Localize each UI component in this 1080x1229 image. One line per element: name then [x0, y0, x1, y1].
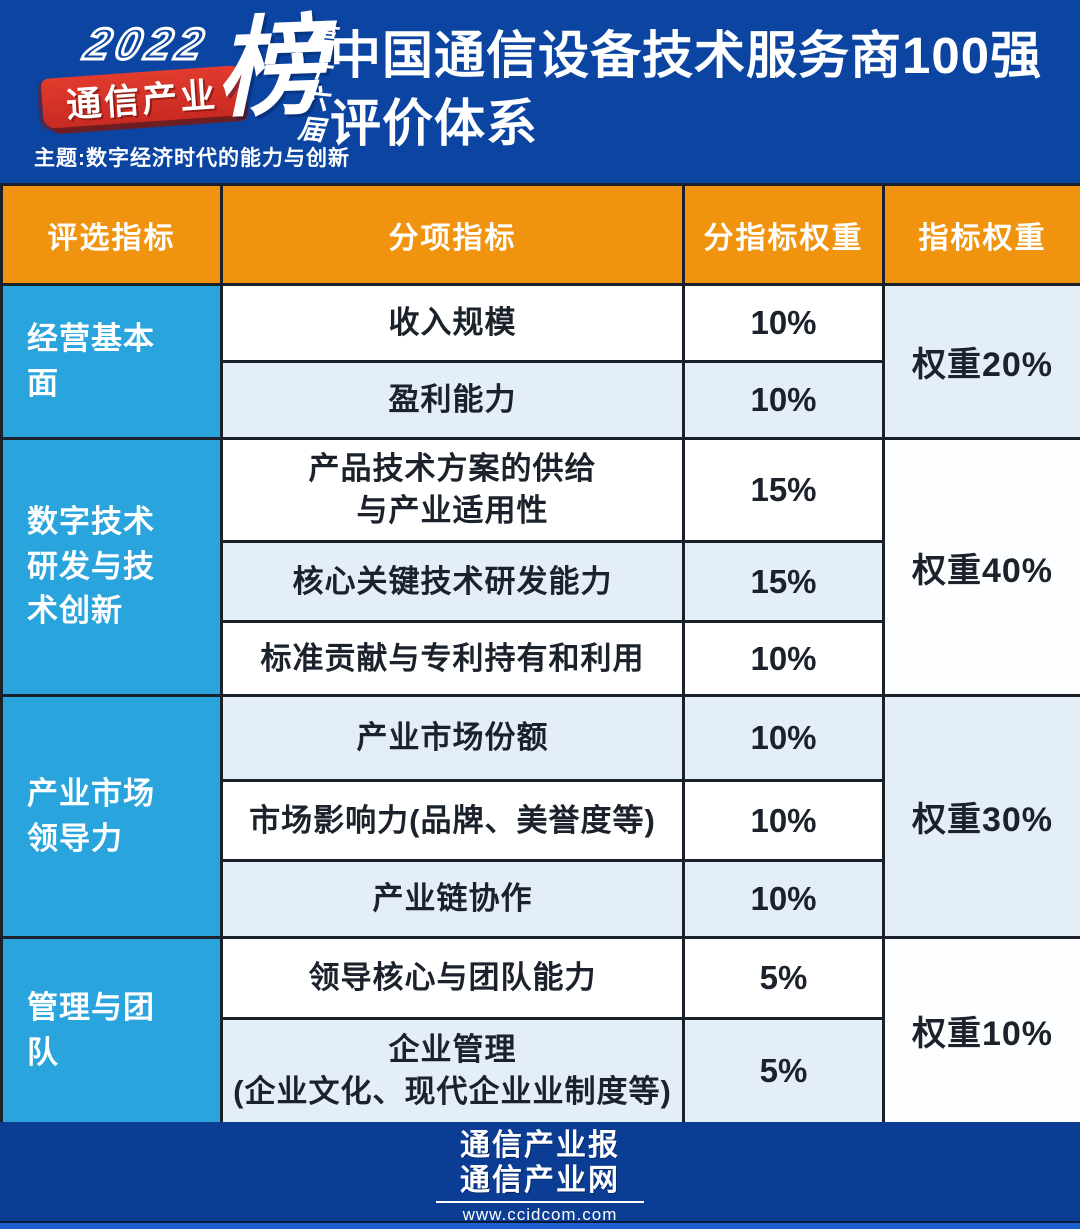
subindicator-cell: 核心关键技术研发能力 [220, 540, 685, 623]
page-footer: 通信产业报 通信产业网 www.ccidcom.com [0, 1122, 1080, 1229]
table-row: 企业管理 (企业文化、现代企业业制度等) 5% [2, 1017, 1080, 1125]
group-weight-cell: 权重30% [882, 694, 1080, 939]
category-cell-management-team: 管理与团队 [0, 936, 223, 1125]
category-cell-business-fundamentals: 经营基本面 [0, 283, 223, 440]
col-header-weight: 指标权重 [882, 183, 1080, 286]
subindicator-cell: 领导核心与团队能力 [220, 936, 685, 1020]
evaluation-table: 评选指标 分项指标 分指标权重 指标权重 经营基本面 收入规模 10% 权重20… [0, 183, 1080, 1125]
group-weight-cell: 权重20% [882, 283, 1080, 440]
event-logo: 2022 通信产业 榜 第十六届 主题:数字经济时代的能力与创新 [28, 3, 349, 174]
col-header-subindicator: 分项指标 [220, 183, 685, 286]
category-cell-digital-rnd: 数字技术研发与技术创新 [0, 437, 223, 697]
subweight-cell: 5% [682, 1017, 885, 1125]
table-row: 经营基本面 收入规模 10% 权重20% [0, 283, 1080, 440]
subindicator-cell: 产品技术方案的供给 与产业适用性 [220, 437, 685, 543]
subindicator-cell: 市场影响力(品牌、美誉度等) [220, 779, 685, 862]
table-row: 产业市场领导力 产业市场份额 10% 权重30% [0, 694, 1080, 939]
category-cell-market-leadership: 产业市场领导力 [0, 694, 223, 939]
col-header-category: 评选指标 [0, 183, 223, 286]
footer-divider [436, 1201, 644, 1203]
subweight-cell: 10% [682, 620, 885, 697]
subindicator-cell: 产业链协作 [220, 859, 685, 939]
subindicator-cell: 收入规模 [220, 283, 685, 363]
col-header-subweight: 分指标权重 [682, 183, 885, 286]
subweight-cell: 10% [682, 779, 885, 862]
table-header-row: 评选指标 分项指标 分指标权重 指标权重 [0, 183, 1080, 286]
page-title-line1: 中国通信设备技术服务商100强 [330, 27, 1043, 84]
table-row: 核心关键技术研发能力 15% [2, 540, 1080, 623]
brand-ribbon: 通信产业 [40, 65, 244, 129]
page-header: 2022 通信产业 榜 第十六届 主题:数字经济时代的能力与创新 中国通信设备技… [0, 0, 1080, 183]
subindicator-cell: 产业市场份额 [220, 694, 685, 782]
table-row: 市场影响力(品牌、美誉度等) 10% [2, 779, 1080, 862]
table-row: 数字技术研发与技术创新 产品技术方案的供给 与产业适用性 15% 权重40% [0, 437, 1080, 697]
table-row: 管理与团队 领导核心与团队能力 5% 权重10% [0, 936, 1080, 1125]
footer-paper-name: 通信产业报 [460, 1129, 620, 1162]
table-row: 盈利能力 10% [2, 360, 1080, 440]
subindicator-cell: 标准贡献与专利持有和利用 [220, 620, 685, 697]
group-weight-cell: 权重10% [882, 936, 1080, 1125]
subweight-cell: 5% [682, 936, 885, 1020]
logo-year-text: 2022 [79, 19, 216, 71]
subweight-cell: 10% [682, 859, 885, 939]
subindicator-cell: 企业管理 (企业文化、现代企业业制度等) [220, 1017, 685, 1125]
table-row: 标准贡献与专利持有和利用 10% [2, 620, 1080, 697]
subweight-cell: 15% [682, 540, 885, 623]
footer-website-url: www.ccidcom.com [462, 1205, 618, 1224]
bottom-accent-strip [0, 1221, 1080, 1229]
subweight-cell: 10% [682, 360, 885, 440]
brand-name: 通信产业 [65, 75, 220, 125]
subweight-cell: 10% [682, 283, 885, 363]
subweight-cell: 15% [682, 437, 885, 543]
footer-site-name: 通信产业网 [460, 1163, 620, 1197]
subindicator-cell: 盈利能力 [220, 360, 685, 440]
page-title-line2: 评价体系 [330, 94, 539, 152]
subweight-cell: 10% [682, 694, 885, 782]
table-row: 产业链协作 10% [2, 859, 1080, 939]
theme-subtitle: 主题:数字经济时代的能力与创新 [34, 147, 350, 170]
page-title: 中国通信设备技术服务商100强 评价体系 [330, 22, 1070, 158]
group-weight-cell: 权重40% [882, 437, 1080, 697]
